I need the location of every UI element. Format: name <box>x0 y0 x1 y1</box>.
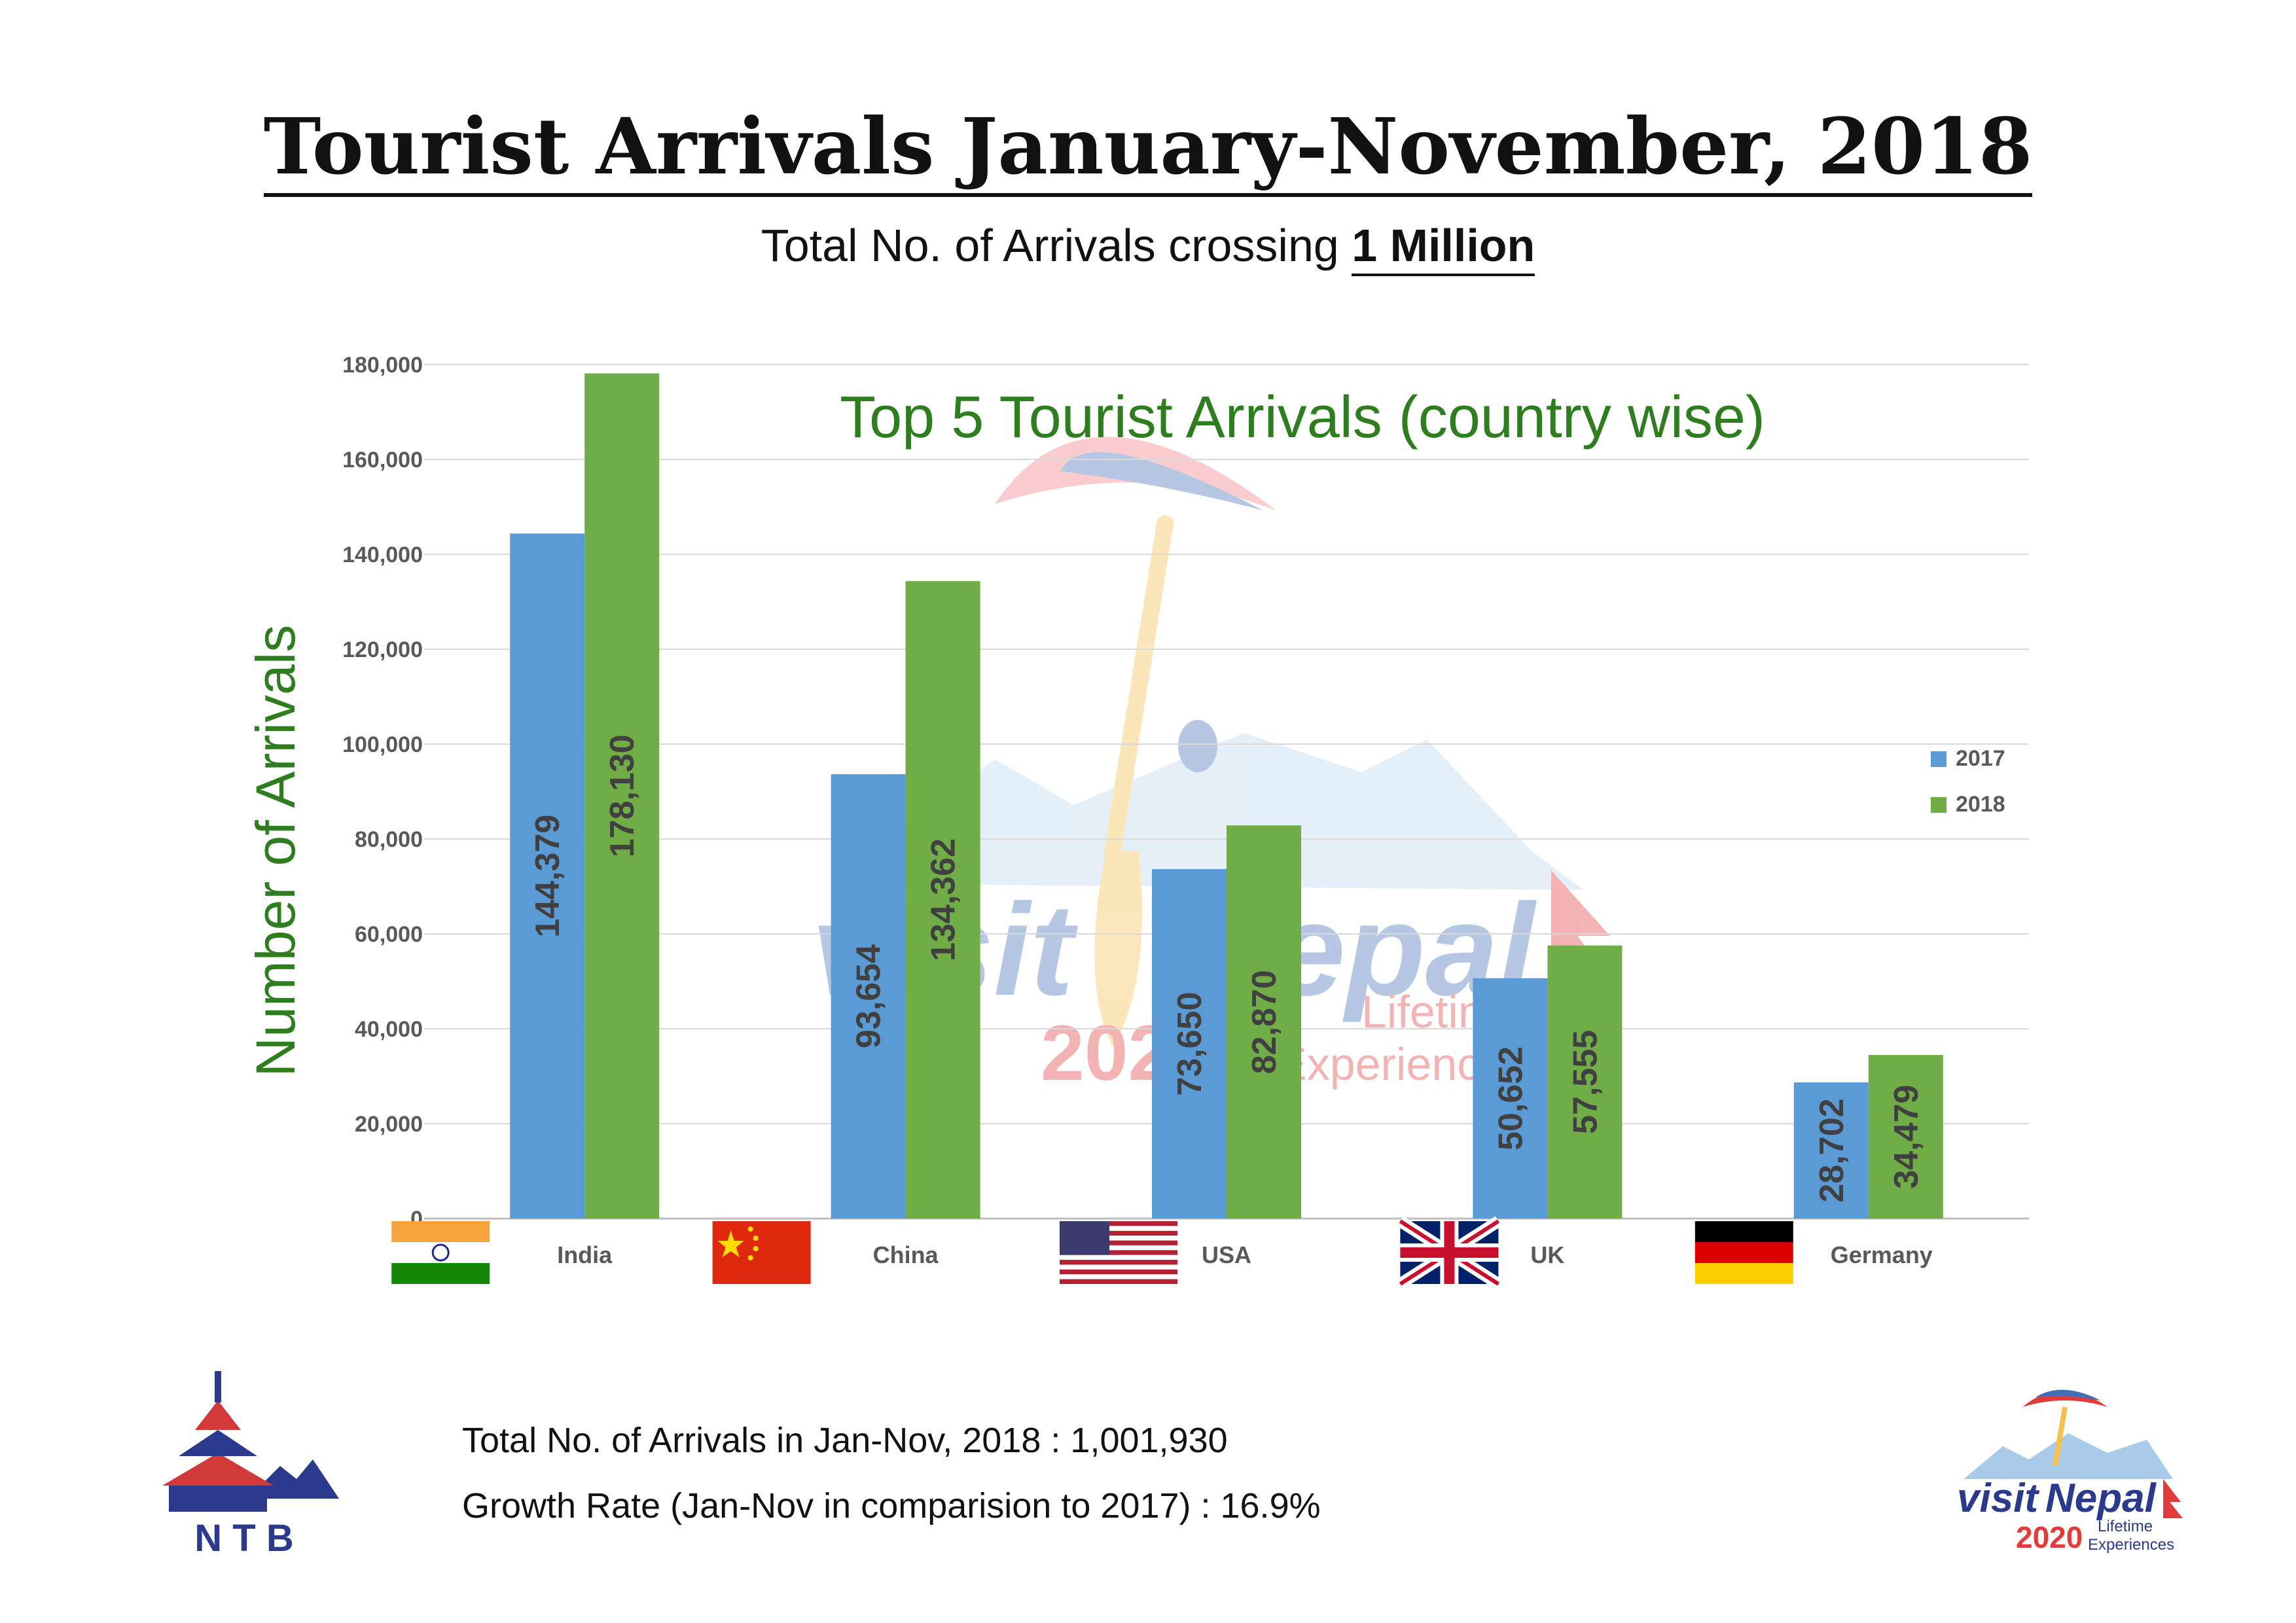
bar-uk-2017 <box>1473 978 1548 1219</box>
x-tick-label: UK <box>1530 1241 1564 1268</box>
watermark-umbrella-top <box>1060 452 1263 510</box>
bar-usa-2017 <box>1152 869 1227 1219</box>
y-tick-label: 60,000 <box>355 922 423 947</box>
y-tick-label: 20,000 <box>355 1112 423 1137</box>
germany-flag-icon <box>1695 1221 1793 1284</box>
vn-logo-year-text: 2020 <box>2016 1520 2083 1554</box>
y-tick-label: 100,000 <box>342 732 423 757</box>
data-label-china-2017: 93,654 <box>850 944 888 1048</box>
data-label-usa-2018: 82,870 <box>1246 970 1283 1074</box>
subtitle-prefix: Total No. of Arrivals crossing <box>761 220 1339 271</box>
ntb-logo-mountains <box>247 1459 339 1499</box>
page-subtitle: Total No. of Arrivals crossing 1 Million <box>0 219 2296 276</box>
china-flag-icon <box>712 1221 811 1284</box>
vn-logo-flag <box>2163 1479 2183 1518</box>
ntb-logo-pagoda-roof-1 <box>162 1453 274 1486</box>
vn-logo-visit-text: visit <box>1957 1476 2039 1521</box>
y-axis-label: Number of Arrivals <box>245 625 306 1077</box>
usa-flag-icon <box>1060 1221 1177 1284</box>
watermark-figure-head <box>1178 720 1217 772</box>
bars <box>510 373 1943 1219</box>
ntb-logo-spire <box>215 1371 221 1402</box>
bar-germany-2018 <box>1868 1055 1943 1219</box>
x-tick-label: India <box>557 1241 613 1268</box>
y-tick-label: 80,000 <box>355 827 423 852</box>
legend-swatch-2017 <box>1931 751 1946 767</box>
x-tick-label: China <box>873 1241 939 1268</box>
data-label-uk-2018: 57,555 <box>1566 1030 1604 1134</box>
uk-flag-icon <box>1397 1216 1502 1289</box>
x-tick-label: Germany <box>1831 1241 1933 1268</box>
x-tick-label: USA <box>1202 1241 1251 1268</box>
ntb-logo-text: N T B <box>194 1517 293 1558</box>
legend: 2017 2018 <box>1931 746 2005 817</box>
data-label-india-2017: 144,379 <box>529 815 567 938</box>
legend-label-2018: 2018 <box>1956 792 2005 817</box>
watermark-figure <box>1094 851 1142 1047</box>
visit-nepal-logo-icon: visit Nepal 2020 Lifetime Experiences <box>1957 1389 2183 1554</box>
y-tick-label: 180,000 <box>342 353 423 378</box>
data-label-china-2018: 134,362 <box>925 838 963 961</box>
data-label-india-2018: 178,130 <box>603 734 641 857</box>
data-labels: 144,379 178,130 93,654 134,362 73,650 82,870 5… <box>529 734 1926 1202</box>
data-label-germany-2017: 28,702 <box>1813 1098 1851 1202</box>
footer-total-arrivals: Total No. of Arrivals in Jan-Nov, 2018 :… <box>462 1421 1228 1460</box>
y-tick-label: 120,000 <box>342 637 423 662</box>
bar-germany-2017 <box>1793 1082 1869 1219</box>
vn-logo-mountains <box>1964 1433 2173 1479</box>
bar-usa-2018 <box>1227 825 1301 1219</box>
vn-logo-tagline-2: Experiences <box>2088 1536 2174 1554</box>
legend-swatch-2018 <box>1931 797 1946 813</box>
chart-title: Top 5 Tourist Arrivals (country wise) <box>840 385 1765 450</box>
y-tick-label: 140,000 <box>342 543 423 567</box>
bar-china-2017 <box>831 774 906 1219</box>
ntb-logo-pagoda-roof-2 <box>179 1430 257 1456</box>
footer-growth-rate: Growth Rate (Jan-Nov in comparision to 2… <box>462 1486 1321 1525</box>
vn-logo-tagline-1: Lifetime <box>2098 1518 2153 1535</box>
y-axis-ticks: 020,00040,00060,00080,000100,000120,0001… <box>342 353 423 1232</box>
vn-logo-umbrella-top <box>2036 1389 2101 1400</box>
subtitle-emphasis: 1 Million <box>1352 220 1535 276</box>
india-flag-icon <box>391 1221 490 1284</box>
ntb-logo-pagoda-roof-3 <box>195 1400 241 1430</box>
data-label-usa-2017: 73,650 <box>1171 991 1209 1096</box>
page-title-text: Tourist Arrivals January-November, 2018 <box>263 108 2033 197</box>
y-tick-label: 160,000 <box>342 448 423 473</box>
bar-uk-2018 <box>1547 945 1623 1219</box>
ntb-logo-pagoda-base <box>169 1486 267 1512</box>
watermark-mountains <box>831 733 1584 890</box>
ntb-logo-icon: N T B <box>162 1371 339 1558</box>
watermark-umbrella-pole <box>1104 515 1174 859</box>
bar-india-2017 <box>510 533 585 1219</box>
x-axis-categories: India China USA UK Germany <box>391 1216 1933 1289</box>
y-tick-label: 40,000 <box>355 1017 423 1042</box>
page-title: Tourist Arrivals January-November, 2018 <box>0 108 2296 197</box>
vn-logo-pole <box>2053 1406 2068 1467</box>
bar-india-2018 <box>584 373 660 1219</box>
data-label-uk-2017: 50,652 <box>1492 1046 1530 1150</box>
data-label-germany-2018: 34,479 <box>1888 1084 1926 1188</box>
bar-china-2018 <box>905 580 980 1219</box>
legend-label-2017: 2017 <box>1956 746 2005 771</box>
watermark-umbrella-canopy <box>995 437 1276 510</box>
vn-logo-nepal-text: Nepal <box>2045 1476 2157 1521</box>
